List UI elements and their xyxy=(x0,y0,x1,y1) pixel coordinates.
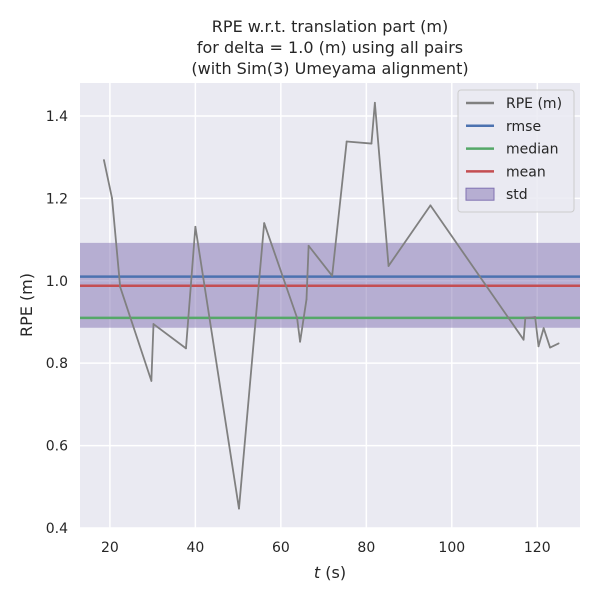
rpe-data-point xyxy=(542,327,545,330)
legend-swatch-std xyxy=(465,187,495,201)
title-line-2: for delta = 1.0 (m) using all pairs xyxy=(197,38,463,57)
rpe-data-point xyxy=(111,197,113,200)
x-tick-labels: 20 40 60 80 100 120 xyxy=(101,540,551,556)
rpe-data-point xyxy=(307,244,310,247)
rpe-data-point xyxy=(522,338,525,341)
series-lines xyxy=(103,101,560,510)
legend-label-mean: mean xyxy=(506,164,546,180)
rpe-data-point xyxy=(534,316,537,318)
rpe-data-point xyxy=(429,204,432,207)
rpe-series-line xyxy=(103,101,560,510)
legend-label-rpe: RPE (m) xyxy=(506,96,562,112)
rpe-data-point xyxy=(238,507,240,510)
rpe-data-point xyxy=(150,380,153,382)
legend-label-rmse: rmse xyxy=(506,119,541,135)
rpe-data-point xyxy=(331,274,334,277)
x-tick-label: 20 xyxy=(101,540,119,556)
rpe-data-point xyxy=(263,222,266,224)
y-tick-label: 1.2 xyxy=(46,191,68,207)
legend-box xyxy=(457,89,575,213)
y-axis-label: RPE (m) xyxy=(17,273,36,337)
rpe-data-point xyxy=(549,346,551,349)
rpe-data-point xyxy=(119,286,122,288)
x-tick-label: 60 xyxy=(272,540,290,556)
y-tick-label: 1.0 xyxy=(46,274,68,290)
x-tick-label: 120 xyxy=(524,540,551,556)
y-tick-labels: 0.4 0.6 0.8 1.0 1.2 1.4 xyxy=(46,109,68,537)
rpe-data-point xyxy=(185,347,187,350)
x-axis-label-unit: (s) xyxy=(320,563,346,582)
rpe-data-point xyxy=(152,323,155,325)
rpe-data-point xyxy=(387,265,390,267)
rpe-data-point xyxy=(194,225,197,228)
legend-label-std: std xyxy=(506,187,528,203)
rpe-data-point xyxy=(345,140,348,143)
rpe-data-point xyxy=(537,345,540,348)
x-axis-label-symbol: t xyxy=(314,563,321,582)
title-line-3: (with Sim(3) Umeyama alignment) xyxy=(191,59,468,78)
rpe-data-point xyxy=(305,298,308,301)
x-axis-label: t (s) xyxy=(314,563,346,582)
legend-label-median: median xyxy=(506,142,558,158)
rpe-data-point xyxy=(103,159,105,161)
rpe-data-point xyxy=(370,142,373,145)
x-tick-label: 40 xyxy=(186,540,204,556)
legend: RPE (m) rmse median mean std xyxy=(457,89,575,213)
chart-title: RPE w.r.t. translation part (m) for delt… xyxy=(191,17,468,78)
x-tick-label: 80 xyxy=(357,540,375,556)
y-tick-label: 0.8 xyxy=(46,356,68,372)
y-tick-label: 0.6 xyxy=(46,439,68,455)
title-line-1: RPE w.r.t. translation part (m) xyxy=(212,17,448,36)
rpe-data-point xyxy=(524,317,527,320)
stat-lines xyxy=(80,275,580,320)
rpe-data-point xyxy=(299,340,301,343)
rpe-data-point xyxy=(296,316,298,319)
rpe-data-point xyxy=(557,342,560,345)
y-tick-label: 0.4 xyxy=(46,521,68,537)
rpe-data-point xyxy=(373,101,376,104)
y-tick-label: 1.4 xyxy=(46,109,68,125)
x-tick-label: 100 xyxy=(438,540,465,556)
